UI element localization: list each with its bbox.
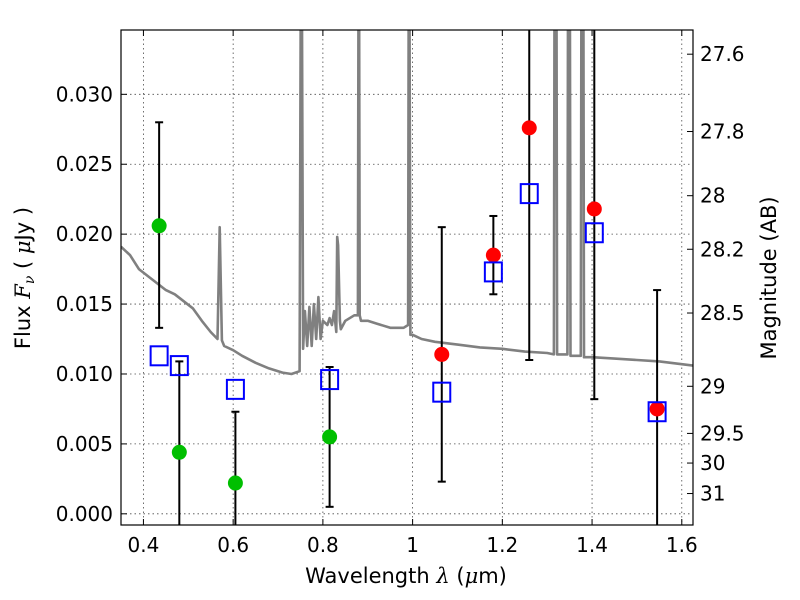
y-tick-label: 0.000 <box>56 502 113 526</box>
blue-square-point <box>320 369 340 391</box>
red-point <box>521 120 537 136</box>
y-tick-label: 0.025 <box>56 152 113 176</box>
x-tick-label: 0.6 <box>217 533 249 557</box>
x-tick-label: 1.6 <box>666 533 698 557</box>
model-spectrum-line <box>121 30 693 376</box>
y-axis-label: Flux Fν ( μJy ) <box>11 207 38 349</box>
right-tick-label: 28.2 <box>700 237 745 261</box>
blue-square-point <box>584 222 604 244</box>
y-tick-label: 0.015 <box>56 292 113 316</box>
x-tick-label: 0.8 <box>307 533 339 557</box>
red-point <box>485 247 501 263</box>
tick-layer: 0.4 0.6 0.8 1 1.2 1.4 1.6 0.000 0.005 0.010 0.015 0… <box>56 30 745 557</box>
right-tick-label: 27.8 <box>700 120 745 144</box>
x-tick-label: 1.4 <box>576 533 608 557</box>
green-point <box>151 218 167 234</box>
x-tick-label: 1.2 <box>486 533 518 557</box>
blue-square-point <box>483 261 503 283</box>
y-tick-label: 0.010 <box>56 362 113 386</box>
y-tick-label: 0.005 <box>56 432 113 456</box>
right-tick-label: 31 <box>700 482 725 506</box>
blue-square-point <box>519 183 539 205</box>
green-point <box>227 475 243 491</box>
blue-square-point <box>225 378 245 400</box>
green-point <box>171 444 187 460</box>
x-axis-label: Wavelength λ (μm) <box>305 564 507 588</box>
y-tick-label: 0.020 <box>56 222 113 246</box>
spectrum-layer <box>121 30 693 376</box>
x-tick-label: 0.4 <box>128 533 160 557</box>
blue-square-point <box>432 381 452 403</box>
right-tick-label: 28 <box>700 184 725 208</box>
right-tick-label: 30 <box>700 451 725 475</box>
right-axis-label: Magnitude (AB) <box>757 196 781 359</box>
right-tick-label: 28.5 <box>700 301 745 325</box>
plot-frame <box>120 29 694 526</box>
blue-square-point <box>647 401 667 423</box>
x-tick-label: 1 <box>406 533 419 557</box>
red-point <box>586 201 602 217</box>
red-point <box>434 346 450 362</box>
right-tick-label: 29.5 <box>700 421 745 445</box>
right-tick-label: 27.6 <box>700 42 745 66</box>
right-tick-label: 29 <box>700 374 725 398</box>
blue-square-point <box>169 355 189 377</box>
blue-square-point <box>149 345 169 367</box>
y-tick-label: 0.030 <box>56 82 113 106</box>
red-point <box>649 401 665 417</box>
marker-layer <box>149 120 667 491</box>
green-point <box>322 429 338 445</box>
